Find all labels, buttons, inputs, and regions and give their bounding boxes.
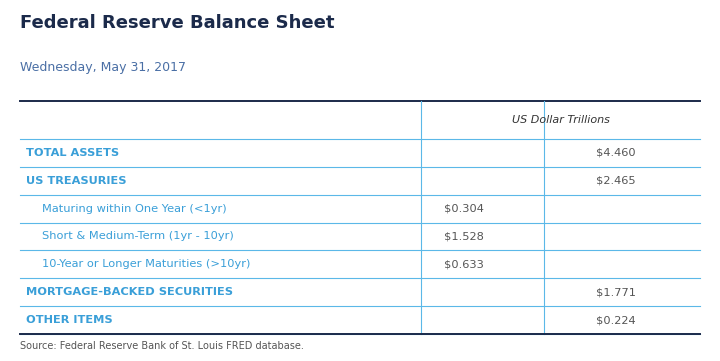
Text: Wednesday, May 31, 2017: Wednesday, May 31, 2017: [20, 61, 186, 74]
Text: OTHER ITEMS: OTHER ITEMS: [26, 315, 112, 325]
Text: TOTAL ASSETS: TOTAL ASSETS: [26, 148, 119, 158]
Text: $2.465: $2.465: [595, 176, 636, 186]
Text: $0.224: $0.224: [595, 315, 636, 325]
Text: MORTGAGE-BACKED SECURITIES: MORTGAGE-BACKED SECURITIES: [26, 287, 233, 297]
Text: $1.528: $1.528: [444, 231, 485, 242]
Text: US Dollar Trillions: US Dollar Trillions: [512, 115, 609, 125]
Text: Source: Federal Reserve Bank of St. Louis FRED database.: Source: Federal Reserve Bank of St. Loui…: [20, 341, 304, 351]
Text: Maturing within One Year (<1yr): Maturing within One Year (<1yr): [42, 204, 226, 214]
Text: $0.633: $0.633: [444, 259, 485, 269]
Text: $4.460: $4.460: [595, 148, 636, 158]
Text: US TREASURIES: US TREASURIES: [26, 176, 127, 186]
Text: $1.771: $1.771: [595, 287, 636, 297]
Text: $0.304: $0.304: [444, 204, 485, 214]
Text: Federal Reserve Balance Sheet: Federal Reserve Balance Sheet: [20, 14, 335, 32]
Text: Short & Medium-Term (1yr - 10yr): Short & Medium-Term (1yr - 10yr): [42, 231, 233, 242]
Text: 10-Year or Longer Maturities (>10yr): 10-Year or Longer Maturities (>10yr): [42, 259, 250, 269]
